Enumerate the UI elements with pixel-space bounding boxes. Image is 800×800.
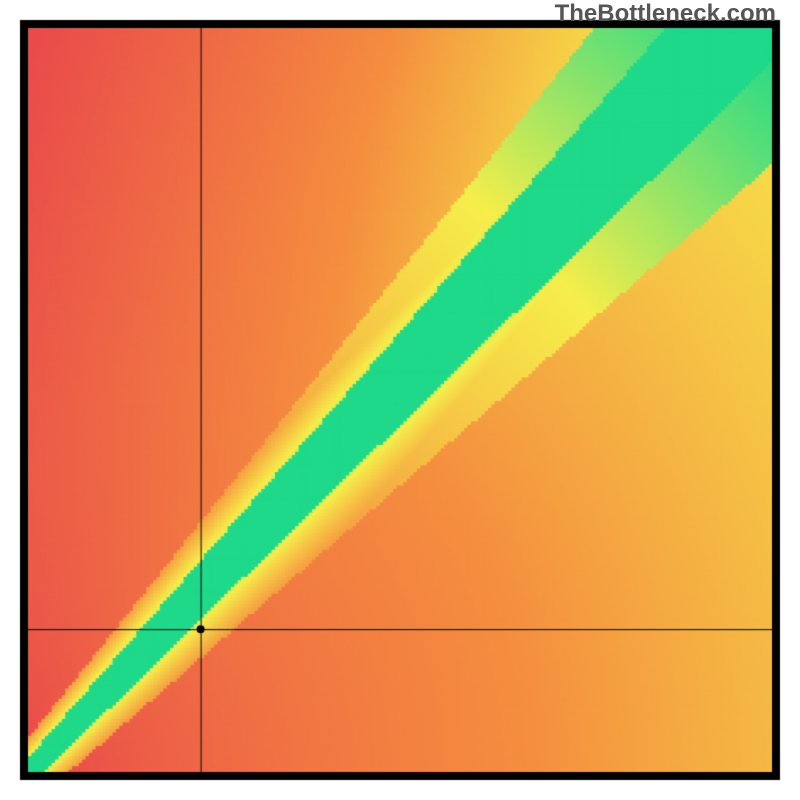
chart-container: TheBottleneck.com (0, 0, 800, 800)
watermark-text: TheBottleneck.com (555, 0, 776, 28)
heatmap-canvas (0, 0, 800, 800)
